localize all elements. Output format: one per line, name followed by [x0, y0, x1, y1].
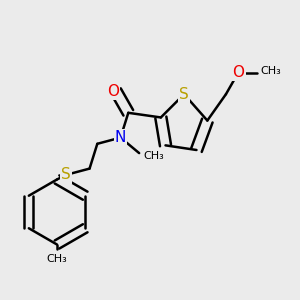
Text: CH₃: CH₃	[144, 151, 165, 161]
Text: S: S	[179, 87, 189, 102]
Text: S: S	[61, 167, 71, 182]
Text: O: O	[232, 65, 244, 80]
Text: N: N	[115, 130, 126, 145]
Text: O: O	[107, 84, 119, 99]
Text: CH₃: CH₃	[260, 66, 281, 76]
Text: CH₃: CH₃	[46, 254, 68, 264]
